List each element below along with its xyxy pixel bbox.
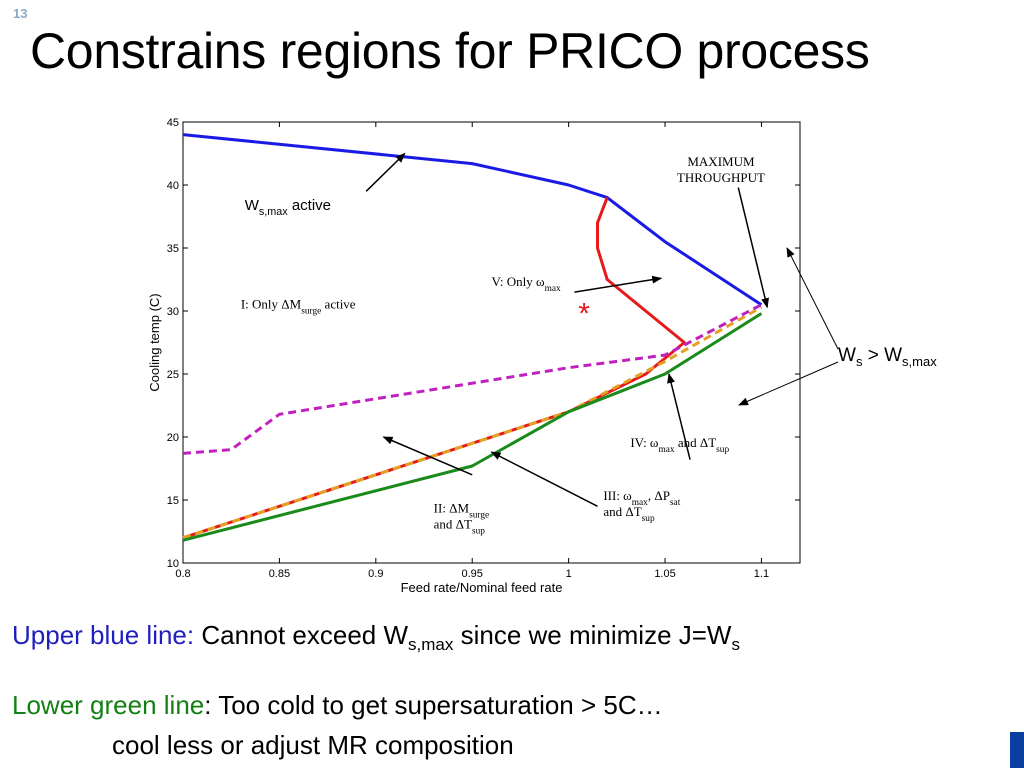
annotation-max-throughput-line2: THROUGHPUT — [677, 170, 765, 185]
outside-arrow-up — [786, 247, 839, 350]
caption-blue-text-b: since we minimize J=W — [453, 620, 732, 650]
y-tick-label: 25 — [167, 369, 179, 381]
annotation-optimum-star: * — [578, 298, 590, 331]
annotation-max-throughput: MAXIMUM — [687, 154, 755, 169]
y-tick-label: 40 — [167, 180, 179, 192]
decorative-bar — [1010, 732, 1024, 768]
y-tick-label: 35 — [167, 243, 179, 255]
y-tick-label: 15 — [167, 495, 179, 507]
caption-blue-highlight: Upper blue line: — [12, 620, 195, 650]
caption-cool-less: cool less or adjust MR composition — [112, 730, 514, 760]
outside-arrow-down — [738, 361, 839, 406]
y-tick-label: 45 — [167, 117, 179, 129]
series-orange-line — [182, 305, 763, 540]
annotation-region-iii-line2: and ΔTsup — [603, 504, 655, 524]
annotation-region-v: V: Only ωmax — [492, 274, 562, 294]
x-tick-label: 0.9 — [368, 568, 383, 580]
annotation-ws-max-active: Ws,max active — [245, 197, 331, 218]
y-tick-label: 10 — [167, 558, 179, 570]
series-red-line — [182, 197, 686, 540]
annotation-region-iii-arrow — [490, 451, 598, 507]
caption-blue-sub-a: s,max — [408, 635, 454, 655]
x-tick-label: 1.05 — [654, 568, 675, 580]
caption-blue-line: Upper blue line: Cannot exceed Ws,max si… — [12, 620, 740, 655]
annotation-region-ii: II: ΔMsurge — [434, 501, 490, 521]
annotation-ws-max-active-arrow — [365, 152, 406, 192]
caption-green-text: : Too cold to get supersaturation > 5C… — [204, 690, 663, 720]
outside-label: Ws > Ws,max — [838, 345, 937, 369]
y-tick-label: 30 — [167, 306, 179, 318]
annotation-region-ii-line2: and ΔTsup — [434, 517, 486, 537]
series-blue-line — [182, 133, 763, 306]
annotation-region-i: I: Only ΔMsurge active — [241, 296, 356, 316]
x-tick-label: 0.95 — [462, 568, 483, 580]
y-axis-label: Cooling temp (C) — [147, 293, 162, 391]
caption-blue-sub-b: s — [731, 635, 740, 655]
axes: 0.8 0.85 0.9 0.95 1 1.05 1.1 10 15 20 25 30 35 40 45 Fe… — [147, 117, 800, 595]
annotation-max-throughput-arrow — [737, 187, 769, 309]
y-tick-label: 20 — [167, 432, 179, 444]
x-tick-label: 1 — [566, 568, 572, 580]
caption-green-highlight: Lower green line — [12, 690, 205, 720]
annotation-region-iv-arrow — [667, 373, 691, 460]
x-tick-label: 0.8 — [175, 568, 190, 580]
annotation-region-iii: III: ωmax, ΔPsat — [603, 488, 680, 508]
x-tick-label: 1.1 — [754, 568, 769, 580]
series-green-line — [182, 312, 763, 542]
annotation-region-ii-arrow — [382, 436, 473, 476]
plot-frame — [182, 121, 801, 564]
caption-blue-text-a: Cannot exceed W — [194, 620, 409, 650]
annotation-region-iv: IV: ωmax and ΔTsup — [630, 435, 729, 455]
series-magenta-line — [182, 303, 763, 455]
annotations-layer: Ws,max active I: Only ΔMsurge active V: On… — [241, 152, 769, 537]
slide-number: 13 — [13, 6, 28, 21]
annotation-region-v-arrow — [574, 275, 663, 293]
caption-green-line: Lower green line: Too cold to get supers… — [12, 690, 663, 721]
slide-title: Constrains regions for PRICO process — [30, 23, 870, 79]
x-tick-label: 0.85 — [269, 568, 290, 580]
x-axis-label: Feed rate/Nominal feed rate — [401, 580, 563, 595]
series-layer — [182, 133, 763, 542]
